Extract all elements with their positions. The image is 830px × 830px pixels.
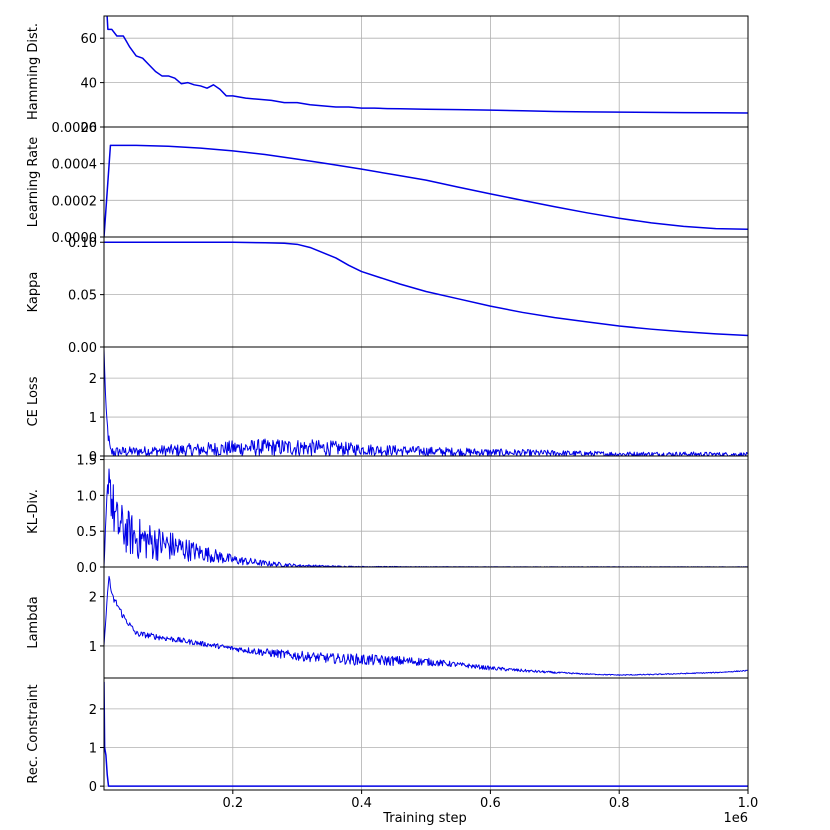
y-tick-label: 0 [89, 450, 97, 465]
y-axis-label: Lambda [26, 596, 41, 648]
panel-1: 20 40 60 Hamming Dist. [26, 15, 749, 136]
series-line-panel-3 [104, 241, 748, 337]
y-tick-label: 0.0 [76, 561, 97, 576]
series-line-panel-2 [104, 144, 748, 237]
y-tick-label: 1.0 [76, 489, 97, 504]
x-tick-label: 0.4 [351, 796, 372, 811]
x-tick-label: 0.8 [609, 796, 630, 811]
series-line-panel-7 [104, 681, 748, 787]
series-line-panel-5 [104, 468, 748, 567]
series-line-panel-1 [106, 16, 748, 114]
panel-2: 0.0000 0.0002 0.0004 0.0006 Learning Rate [26, 121, 749, 246]
y-tick-label: 20 [80, 121, 97, 136]
y-tick-label: 40 [80, 77, 97, 92]
x-axis-multiplier: 1e6 [723, 811, 748, 826]
y-axis-label: Learning Rate [26, 137, 41, 227]
x-tick-label: 1.0 [738, 796, 759, 811]
y-tick-label: 0.0002 [52, 194, 98, 209]
y-tick-label: 60 [80, 32, 97, 47]
y-tick-label: 0 [89, 780, 97, 795]
y-tick-label: 2 [89, 372, 97, 387]
y-tick-label: 0.0000 [52, 231, 98, 246]
y-tick-label: 0.05 [68, 289, 97, 304]
panel-4: 0 1 2 CE Loss [26, 346, 749, 465]
y-tick-label: 1.5 [76, 454, 97, 469]
y-axis-label: Rec. Constraint [26, 684, 41, 783]
panel-7: 0 1 2 Rec. Constraint [26, 677, 749, 795]
y-tick-label: 0.0006 [52, 121, 98, 136]
y-axis-label: KL-Div. [26, 489, 41, 534]
series-line-panel-6 [104, 575, 748, 676]
y-axis-label: CE Loss [26, 376, 41, 426]
panel-frame [103, 566, 749, 679]
y-tick-label: 0.0004 [52, 158, 98, 173]
y-tick-label: 2 [89, 703, 97, 718]
y-tick-label: 1 [89, 411, 97, 426]
x-tick-label: 0.6 [480, 796, 501, 811]
y-tick-label: 0.00 [68, 341, 97, 356]
panel-frame [103, 15, 749, 128]
y-tick-label: 1 [89, 742, 97, 757]
panel-frame [103, 346, 749, 457]
series-line-panel-4 [104, 348, 748, 456]
y-tick-label: 0.5 [76, 525, 97, 540]
panel-3: 0.00 0.05 0.10 Kappa [26, 236, 749, 356]
y-tick-label: 2 [89, 591, 97, 606]
panel-6: 1 2 Lambda [26, 566, 749, 679]
x-tick-label: 0.2 [222, 796, 243, 811]
x-axis-label: Training step [382, 811, 467, 826]
y-tick-label: 1 [89, 640, 97, 655]
panel-5: 0.0 0.5 1.0 1.5 KL-Div. [26, 454, 749, 576]
panel-frame [103, 126, 749, 238]
y-axis-label: Hamming Dist. [26, 23, 41, 120]
y-tick-label: 0.10 [68, 236, 97, 251]
panel-frame [103, 677, 749, 791]
y-axis-label: Kappa [26, 272, 41, 313]
